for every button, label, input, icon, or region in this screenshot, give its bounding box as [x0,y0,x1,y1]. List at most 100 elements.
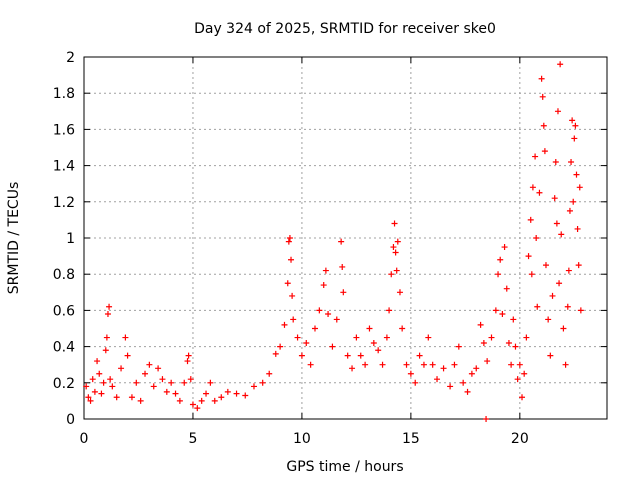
y-tick-label: 0.6 [53,303,75,319]
data-point [557,61,564,68]
data-point [102,347,109,354]
data-point [533,235,540,241]
data-point [451,361,458,368]
data-point [211,397,218,404]
data-point [181,379,188,386]
data-point [333,316,340,323]
data-point [137,397,144,404]
data-point [545,316,552,323]
x-tick-label: 10 [293,431,311,447]
data-point [505,339,512,346]
data-point [189,401,196,408]
data-point [338,238,345,245]
data-point [564,303,571,310]
data-point [303,339,310,346]
y-axis-title: SRMTID / TECUs [6,182,22,295]
data-point [286,235,293,241]
data-point [440,365,447,372]
data-point [146,361,153,368]
data-points [83,61,584,422]
data-point [266,370,273,377]
data-point [233,390,240,397]
data-point [492,307,499,314]
data-point [159,376,166,383]
data-point [107,376,114,383]
y-tick-label: 0.2 [53,376,75,392]
data-point [399,325,406,332]
y-tick-label: 1.4 [53,159,75,175]
data-point [525,253,532,260]
data-point [429,361,436,368]
data-point [508,361,515,368]
data-point [536,189,543,196]
data-point [118,365,125,372]
data-point [320,282,327,289]
data-point [538,75,545,82]
data-point [483,416,490,422]
data-point [575,262,582,269]
data-point [379,361,386,368]
x-tick-label: 5 [188,431,197,447]
data-point [325,311,332,318]
data-point [290,316,297,323]
data-point [353,334,360,341]
data-point [549,292,556,299]
data-point [89,376,96,383]
data-point [514,376,521,383]
data-point [284,280,291,287]
data-point [277,343,284,350]
data-point [532,153,539,160]
data-point [176,397,183,404]
axis-ticks [83,56,607,420]
y-tick-label: 0 [66,412,75,428]
data-point [242,392,249,399]
grid-lines [84,57,607,419]
data-point [516,361,523,368]
y-tick-label: 1.2 [53,195,75,211]
data-point [185,352,192,359]
data-point [218,394,225,401]
data-point [527,216,534,223]
data-point [386,307,393,314]
data-point [529,184,536,191]
data-point [194,405,201,412]
data-point [83,383,90,390]
data-point [434,376,441,383]
y-tick-label: 1.6 [53,122,75,138]
data-point [250,383,257,390]
data-point [94,358,101,365]
data-point [553,220,560,227]
data-point [569,117,576,124]
data-point [412,379,419,386]
data-point [87,397,94,404]
data-point [316,307,323,314]
data-point [477,321,484,328]
data-point [124,352,131,359]
y-tick-label: 0.8 [53,267,75,283]
data-point [322,267,329,274]
data-point [558,231,565,238]
data-point [383,334,390,341]
data-point [91,388,98,395]
x-axis-title: GPS time / hours [286,459,403,475]
data-point [568,158,575,165]
data-point [294,334,301,341]
data-point [540,122,547,129]
data-point [289,292,296,299]
data-point [393,267,400,274]
x-tick-labels: 0 5 10 15 20 [80,431,529,447]
data-point [133,379,140,386]
y-tick-label: 1.8 [53,86,75,102]
data-point [547,352,554,359]
data-point [420,361,427,368]
data-point [272,350,279,357]
data-point [488,334,495,341]
data-point [388,271,395,278]
y-tick-labels: 0 0.2 0.4 0.6 0.8 1 1.2 1.4 1.6 1.8 2 [53,50,75,428]
data-point [573,171,580,178]
data-point [499,311,506,318]
data-point [455,343,462,350]
data-point [390,244,397,251]
data-point [172,390,179,397]
data-point [403,361,410,368]
